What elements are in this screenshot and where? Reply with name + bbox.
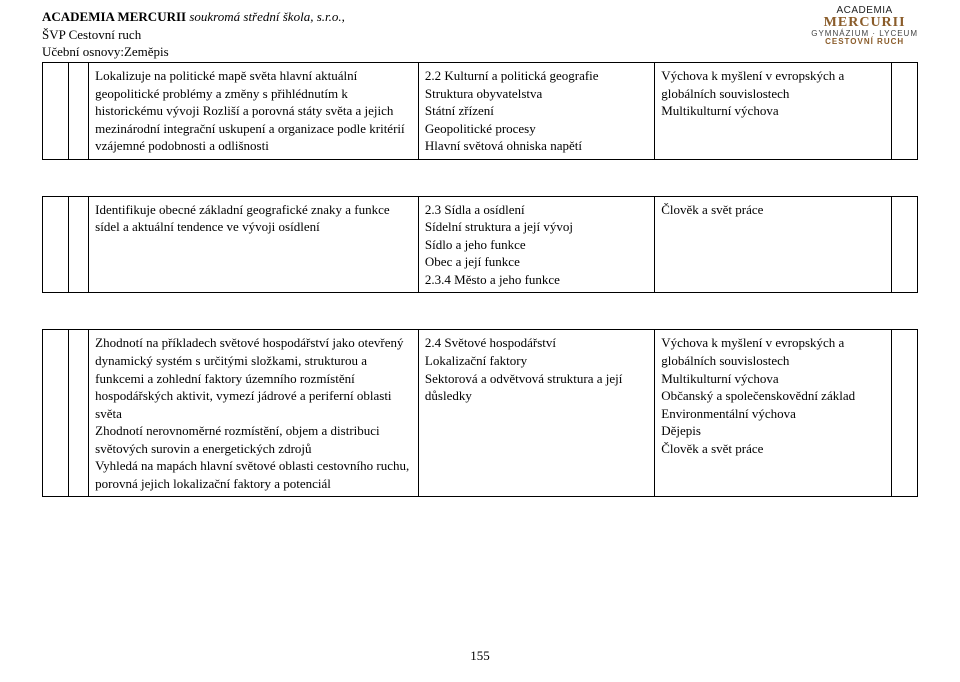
header-lines: ACADEMIA MERCURII soukromá střední škola… xyxy=(42,8,918,61)
header-title-bold: ACADEMIA MERCURII xyxy=(42,9,186,24)
cross-themes-cell: Výchova k myšlení v evropských a globáln… xyxy=(655,330,891,497)
logo-row4: CESTOVNÍ RUCH xyxy=(811,38,918,46)
outcomes-cell: Lokalizuje na politické mapě světa hlavn… xyxy=(89,63,419,160)
gutter-cell xyxy=(69,63,89,160)
table-row: Identifikuje obecné základní geografické… xyxy=(43,196,918,293)
curriculum-cell: 2.2 Kulturní a politická geografieStrukt… xyxy=(418,63,654,160)
content-tables: Lokalizuje na politické mapě světa hlavn… xyxy=(42,62,918,533)
gutter-cell xyxy=(891,196,917,293)
outcomes-cell: Identifikuje obecné základní geografické… xyxy=(89,196,419,293)
gutter-cell xyxy=(43,63,69,160)
gutter-cell xyxy=(69,330,89,497)
table-row-1: Lokalizuje na politické mapě světa hlavn… xyxy=(42,62,918,160)
gutter-cell xyxy=(891,330,917,497)
page-number: 155 xyxy=(0,648,960,664)
logo-row2: MERCURII xyxy=(811,16,918,30)
outcomes-cell: Zhodnotí na příkladech světové hospodářs… xyxy=(89,330,419,497)
header-line-2: ŠVP Cestovní ruch xyxy=(42,26,918,44)
table-row-2: Identifikuje obecné základní geografické… xyxy=(42,196,918,294)
header-line-1: ACADEMIA MERCURII soukromá střední škola… xyxy=(42,8,918,26)
header-line-3: Učební osnovy:Zeměpis xyxy=(42,43,918,61)
page-header: ACADEMIA MERCURII soukromá střední škola… xyxy=(42,8,918,61)
table-row: Lokalizuje na politické mapě světa hlavn… xyxy=(43,63,918,160)
gutter-cell xyxy=(43,330,69,497)
logo: ACADEMIA MERCURII GYMNÁZIUM · LYCEUM CES… xyxy=(811,6,918,46)
table-row-3: Zhodnotí na příkladech světové hospodářs… xyxy=(42,329,918,497)
curriculum-cell: 2.4 Světové hospodářstvíLokalizační fakt… xyxy=(418,330,654,497)
gutter-cell xyxy=(43,196,69,293)
header-title-italic: soukromá střední škola, s.r.o., xyxy=(189,9,345,24)
cross-themes-cell: Výchova k myšlení v evropských a globáln… xyxy=(655,63,891,160)
gutter-cell xyxy=(69,196,89,293)
cross-themes-cell: Člověk a svět práce xyxy=(655,196,891,293)
table-row: Zhodnotí na příkladech světové hospodářs… xyxy=(43,330,918,497)
curriculum-cell: 2.3 Sídla a osídleníSídelní struktura a … xyxy=(418,196,654,293)
gutter-cell xyxy=(891,63,917,160)
